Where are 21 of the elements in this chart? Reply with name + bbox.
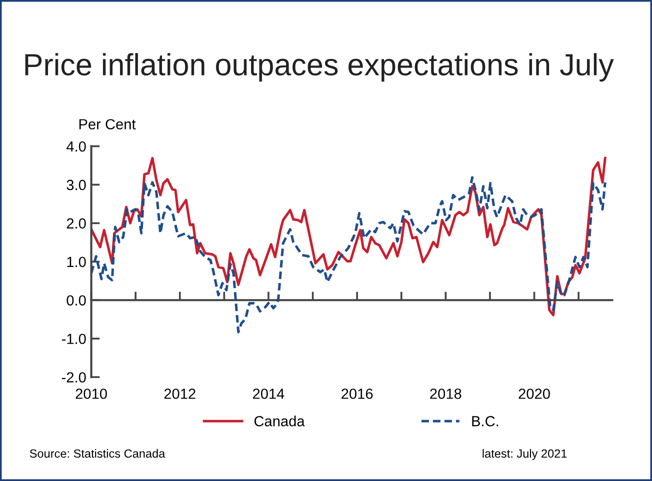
- y-tick-label: 0.0: [66, 295, 86, 306]
- x-tick-label: 2016: [342, 388, 373, 399]
- x-tick-label: 2012: [164, 388, 196, 399]
- chart-title: Price inflation outpaces expectations in July: [25, 53, 614, 82]
- y-tick-label: 4.0: [66, 141, 86, 152]
- y-axis-title: Per Cent: [79, 119, 136, 130]
- y-tick-label: 3.0: [66, 180, 86, 190]
- x-tick-label: 2010: [76, 388, 107, 399]
- y-tick-label: -1.0: [62, 334, 86, 344]
- source-note: Source: Statistics Canada: [30, 449, 166, 458]
- y-tick-label: 2.0: [66, 218, 86, 229]
- line-series: [91, 176, 606, 334]
- x-tick-label: 2020: [518, 388, 550, 399]
- x-tick-label: 2014: [252, 388, 284, 399]
- legend-label: B.C.: [472, 416, 498, 426]
- line-series: [91, 156, 606, 316]
- text: latest: July 2021: [482, 449, 567, 460]
- y-tick-label: -2.0: [62, 372, 86, 383]
- y-tick-label: 1.0: [67, 256, 86, 268]
- x-tick-label: 2018: [430, 388, 462, 399]
- legend-label: Canada: [254, 416, 305, 426]
